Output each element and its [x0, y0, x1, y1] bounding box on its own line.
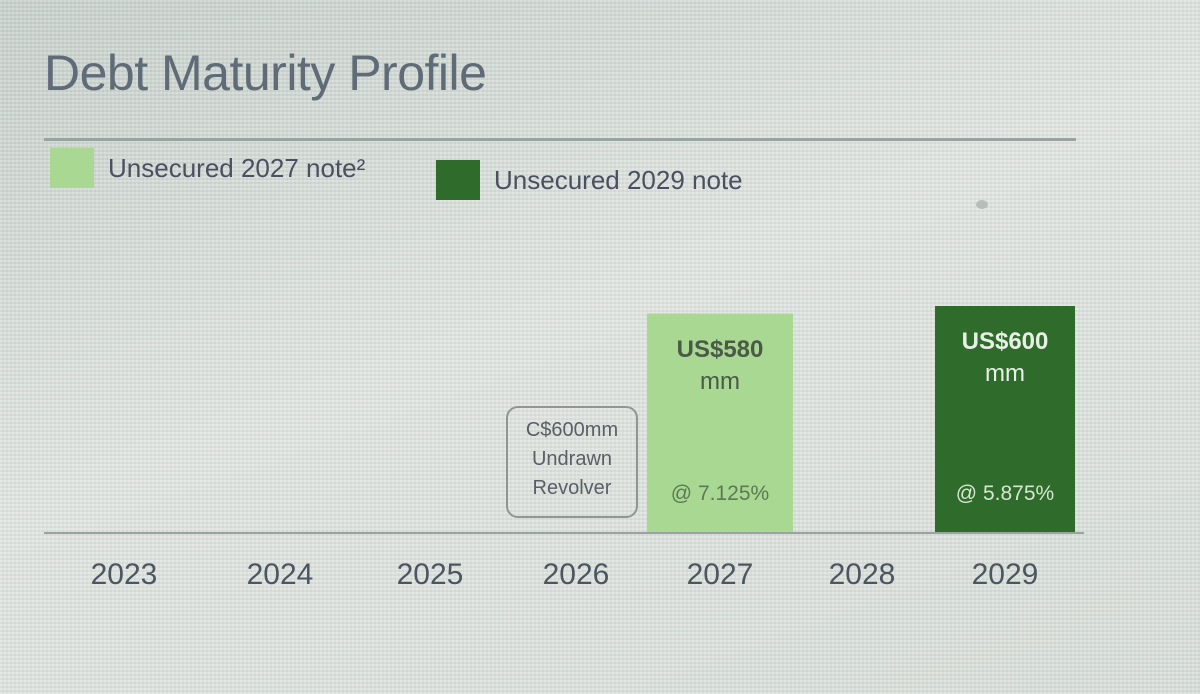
legend-label-2029: Unsecured 2029 note: [494, 164, 743, 195]
x-tick-2023: 2023: [90, 558, 158, 591]
legend-swatch-2029: [436, 160, 480, 200]
screen-smudge: [976, 200, 988, 209]
x-tick-2026: 2026: [542, 558, 610, 591]
bar-amount-2027: US$580 mm: [647, 334, 793, 398]
legend-label-2027: Unsecured 2027 note²: [108, 152, 366, 183]
x-tick-2028: 2028: [828, 558, 896, 591]
legend-item-2027-note: Unsecured 2027 note²: [50, 148, 365, 188]
bar-amount-unit: mm: [985, 360, 1025, 387]
bar-2029: [935, 306, 1075, 532]
bar-amount-unit: mm: [700, 367, 740, 395]
revolver-line-1: C$600mm: [525, 419, 619, 441]
bar-amount-value: US$600: [961, 328, 1049, 355]
bar-amount-2029: US$600 mm: [935, 326, 1075, 390]
bar-amount-value: US$580: [676, 335, 764, 363]
x-tick-2025: 2025: [396, 558, 464, 591]
x-tick-2027: 2027: [686, 558, 754, 591]
x-tick-2024: 2024: [246, 558, 314, 591]
legend-item-2029-note: Unsecured 2029 note: [436, 160, 743, 200]
x-tick-2029: 2029: [971, 558, 1039, 591]
bar-rate-2027: @ 7.125%: [670, 482, 770, 505]
x-axis-baseline: [44, 532, 1084, 534]
revolver-annotation: C$600mm Undrawn Revolver: [506, 406, 638, 518]
revolver-line-2: Undrawn: [531, 448, 613, 470]
bar-rate-2029: @ 5.875%: [955, 482, 1055, 505]
revolver-line-3: Revolver: [532, 477, 612, 499]
bar-2027: [647, 313, 793, 532]
title-divider: [44, 138, 1076, 141]
chart-title: Debt Maturity Profile: [44, 45, 487, 101]
legend-swatch-2027: [50, 148, 94, 188]
